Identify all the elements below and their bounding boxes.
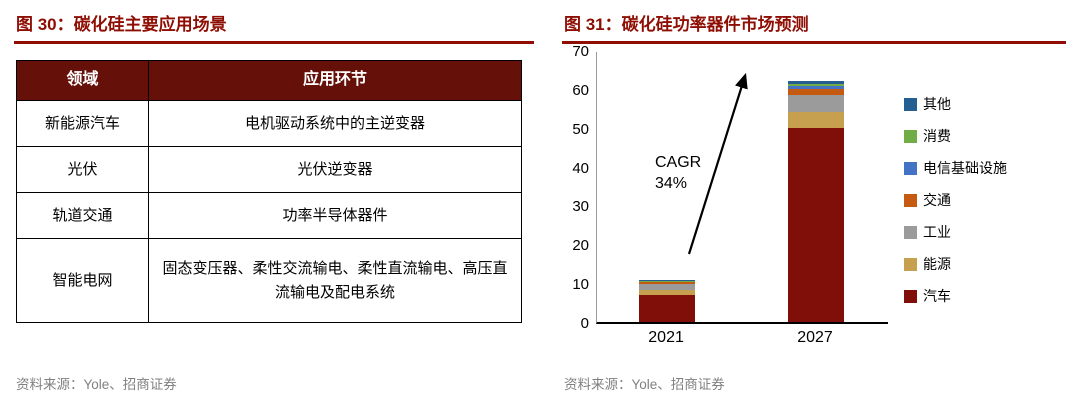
legend-label: 交通 [923,192,951,208]
x-tick-label: 2021 [648,329,684,346]
x-axis: 2021 2027 [596,324,888,350]
bar-segment [788,94,844,113]
legend-item: 电信基础设施 [904,158,1007,178]
bar-segment [639,289,696,295]
figure-30-source: 资料来源：Yole、招商证券 [16,377,177,392]
legend-item: 交通 [904,190,1007,210]
cagr-annotation: CAGR 34% [655,154,702,192]
legend-swatch-icon [904,193,917,207]
legend-label: 工业 [923,224,951,240]
field-cell: 轨道交通 [16,192,149,239]
y-tick-label: 10 [572,276,589,294]
bar-segment [639,280,696,282]
table-row: 轨道交通 功率半导体器件 [16,192,522,239]
bar-2027 [788,81,844,322]
application-table: 领域 应用环节 新能源汽车 电机驱动系统中的主逆变器 光伏 光伏逆变器 轨道交通 功率半导体… [16,60,522,323]
field-cell: 智能电网 [16,238,149,323]
y-axis: 0 10 20 30 40 50 60 70 [562,44,596,332]
x-tick-label: 2027 [797,329,833,346]
bar-segment [788,85,844,89]
legend-label: 其他 [923,96,951,112]
legend-swatch-icon [904,161,917,175]
y-tick-label: 50 [572,120,589,138]
legend-swatch-icon [904,289,917,303]
bar-segment [788,127,844,322]
application-cell: 固态变压器、柔性交流输电、柔性直流输电、高压直流输电及配电系统 [148,238,522,323]
legend-item: 其他 [904,94,1007,114]
table-row: 智能电网 固态变压器、柔性交流输电、柔性直流输电、高压直流输电及配电系统 [16,238,522,323]
table-body: 新能源汽车 电机驱动系统中的主逆变器 光伏 光伏逆变器 轨道交通 功率半导体器件 智能电网固… [16,100,522,323]
legend-item: 能源 [904,254,1007,274]
bar-segment [788,88,844,95]
y-tick-label: 70 [572,43,589,60]
legend-label: 消费 [923,128,951,144]
figure-30: 图 30：碳化硅主要应用场景 领域 应用环节 新能源汽车 电机驱动系统中的主逆变器光… [14,8,534,403]
y-tick-label: 0 [580,315,589,332]
legend-label: 能源 [923,256,951,272]
chart-legend: 其他消费电信基础设施 交通工业能源汽车 [904,52,1007,350]
figure-31-source: 资料来源：Yole、招商证券 [564,377,725,392]
application-cell: 光伏逆变器 [148,146,522,193]
legend-swatch-icon [904,257,917,271]
y-tick-label: 30 [572,198,589,216]
legend-label: 电信基础设施 [923,160,1007,176]
bar-segment [788,112,844,128]
y-tick-label: 60 [572,81,589,99]
legend-swatch-icon [904,97,917,111]
bar-segment [639,281,696,283]
bar-segment [639,284,696,290]
legend-label: 汽车 [923,288,951,304]
figure-31-title: 图 31：碳化硅功率器件市场预测 [562,8,1066,44]
y-tick-label: 20 [572,237,589,255]
bar-segment [639,282,696,285]
bar-2021 [639,280,696,322]
bar-segment [788,81,844,85]
legend-item: 工业 [904,222,1007,242]
field-cell: 新能源汽车 [16,100,149,147]
table-header-row: 领域 应用环节 [16,60,522,101]
figure-31: 图 31：碳化硅功率器件市场预测 0 10 20 30 40 50 60 70 [562,8,1066,403]
table-header-cell: 应用环节 [148,60,522,101]
table-head: 领域 应用环节 [16,60,522,101]
bar-segment [788,84,844,86]
chart-plot-block: 0 10 20 30 40 50 60 70 CAGR 34% [562,44,888,350]
legend-swatch-icon [904,225,917,239]
application-cell: 功率半导体器件 [148,192,522,239]
bar-segment [639,294,696,322]
y-tick-label: 40 [572,159,589,177]
trend-arrow-icon [687,72,748,255]
figure-30-title: 图 30：碳化硅主要应用场景 [14,8,534,44]
field-cell: 光伏 [16,146,149,193]
plot-area: CAGR 34% [596,52,888,324]
application-cell: 电机驱动系统中的主逆变器 [148,100,522,147]
legend-item: 消费 [904,126,1007,146]
sic-market-chart: 0 10 20 30 40 50 60 70 CAGR 34% [562,44,1066,350]
table-row: 光伏 光伏逆变器 [16,146,522,193]
legend-swatch-icon [904,129,917,143]
table-header-cell: 领域 [16,60,149,101]
legend-item: 汽车 [904,286,1007,306]
table-row: 新能源汽车 电机驱动系统中的主逆变器 [16,100,522,147]
